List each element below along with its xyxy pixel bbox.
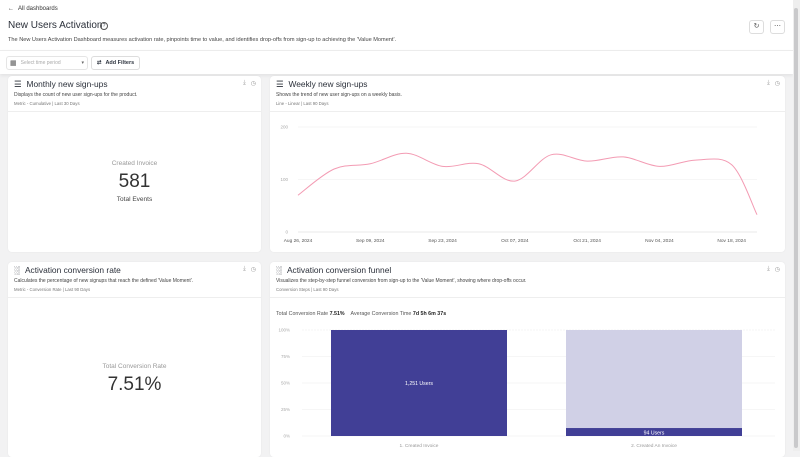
card-conversion-funnel: ░Activation conversion funnel ⤓◷ Visuali… (270, 262, 785, 457)
add-filters-button[interactable]: ⇄Add Filters (91, 56, 140, 70)
funnel-bar-chart: 0% 25% 50% 75% 100% 1,251 Users 1. Created Inv… (270, 322, 785, 457)
back-link[interactable]: ←All dashboards (8, 6, 58, 12)
bar-chart-icon: ░ (14, 265, 20, 275)
y-tick-label: 0% (283, 434, 290, 439)
funnel-summary: Total Conversion Rate 7.51% Average Conv… (276, 311, 446, 317)
y-tick-label: 200 (280, 125, 288, 130)
series-line (298, 153, 757, 214)
page-description: The New Users Activation Dashboard measu… (8, 37, 396, 43)
x-tick-label: Aug 26, 2024 (284, 238, 313, 244)
page-title: New Users Activation (8, 20, 102, 31)
card-conversion-rate: ░Activation conversion rate ⤓◷ Calculate… (8, 262, 261, 457)
metric-value: 7.51% (8, 374, 261, 396)
download-icon[interactable]: ⤓ (243, 266, 246, 273)
bar-label: 94 Users (644, 431, 665, 437)
y-tick-label: 100 (280, 177, 288, 182)
card-weekly-signups: ☰Weekly new sign-ups ⤓◷ Shows the trend … (270, 76, 785, 252)
clock-icon[interactable]: ◷ (775, 80, 780, 87)
list-icon: ☰ (14, 79, 22, 89)
filter-icon: ⇄ (97, 60, 102, 66)
list-icon: ☰ (276, 79, 284, 89)
x-tick-label: 2. Created An Invoice (631, 443, 677, 449)
x-tick-label: Sep 09, 2024 (356, 238, 385, 244)
metric-label: Created Invoice (8, 160, 261, 167)
bar-chart-icon: ░ (276, 265, 282, 275)
arrow-left-icon: ← (8, 6, 14, 12)
x-tick-label: Oct 07, 2024 (501, 238, 529, 244)
time-period-select[interactable]: ▦Select time period▾ (6, 56, 88, 70)
download-icon[interactable]: ⤓ (243, 80, 246, 87)
scrollbar-thumb[interactable] (794, 8, 798, 448)
more-button[interactable]: ⋯ (770, 20, 785, 34)
x-tick-label: Nov 18, 2024 (717, 238, 746, 244)
x-tick-label: Oct 21, 2024 (573, 238, 601, 244)
help-icon[interactable]: ? (100, 22, 108, 30)
card-monthly-signups: ☰Monthly new sign-ups ⤓◷ Displays the co… (8, 76, 261, 252)
clock-icon[interactable]: ◷ (775, 266, 780, 273)
funnel-bar-remainder (566, 330, 742, 436)
clock-icon[interactable]: ◷ (251, 80, 256, 87)
chevron-down-icon: ▾ (81, 60, 84, 66)
more-icon: ⋯ (774, 23, 781, 30)
x-tick-label: Nov 04, 2024 (645, 238, 674, 244)
clock-icon[interactable]: ◷ (251, 266, 256, 273)
refresh-icon: ↻ (754, 23, 760, 30)
x-tick-label: Sep 23, 2024 (428, 238, 457, 244)
download-icon[interactable]: ⤓ (767, 80, 770, 87)
weekly-line-chart: 0 100 200 Aug 26, 2024 Sep 09, 2024 Sep 23, 2… (270, 116, 785, 252)
metric-label: Total Conversion Rate (8, 363, 261, 370)
bar-label: 1,251 Users (405, 381, 433, 387)
y-tick-label: 0 (285, 230, 288, 235)
refresh-button[interactable]: ↻ (749, 20, 764, 34)
x-tick-label: 1. Created Invoice (400, 443, 439, 449)
y-tick-label: 25% (281, 407, 290, 412)
y-tick-label: 75% (281, 354, 290, 359)
download-icon[interactable]: ⤓ (767, 266, 770, 273)
metric-sub: Total Events (8, 196, 261, 203)
y-tick-label: 50% (281, 381, 290, 386)
y-tick-label: 100% (278, 328, 290, 333)
metric-value: 581 (8, 171, 261, 193)
calendar-icon: ▦ (10, 59, 17, 67)
